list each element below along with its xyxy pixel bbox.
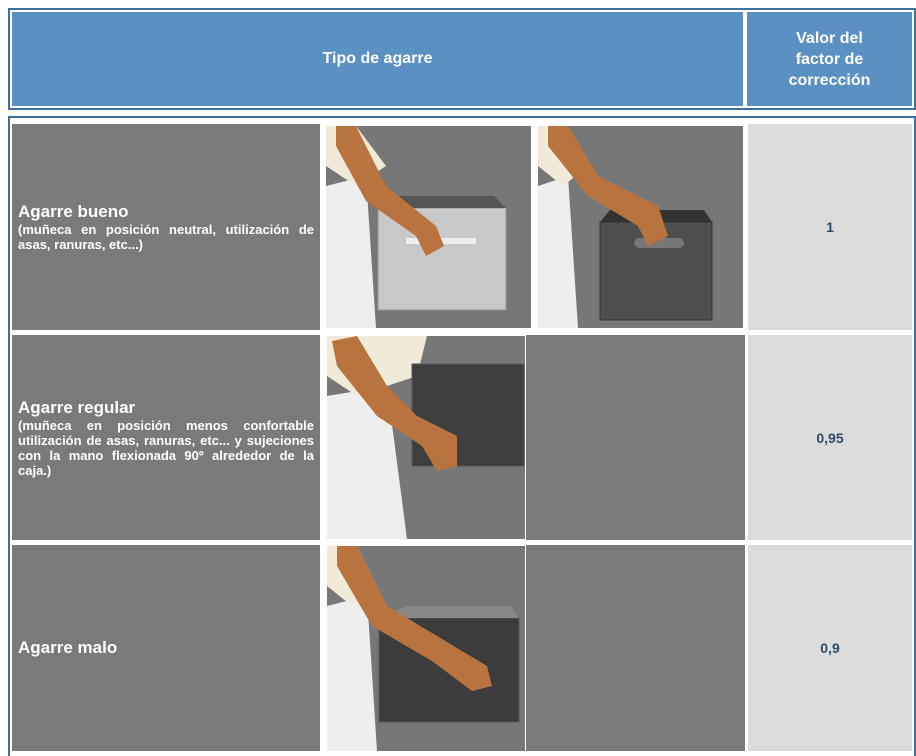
image-cell (526, 545, 745, 751)
image-cell (526, 335, 745, 540)
row-description: (muñeca en posición menos confortable ut… (18, 417, 314, 478)
row-label: Agarre regular (muñeca en posición menos… (12, 335, 320, 540)
image (327, 546, 525, 751)
header-text: Tipo de agarre (322, 50, 433, 67)
row-label: Agarre malo (12, 545, 320, 751)
image (326, 126, 531, 328)
value-cell: 0,9 (748, 545, 912, 751)
image (538, 126, 743, 328)
image (327, 336, 525, 539)
row-title: Agarre malo (18, 638, 118, 657)
value-text: 0,95 (816, 429, 844, 446)
header-cell: Valor del factor de corrección (747, 12, 912, 106)
row-title: Agarre regular (18, 397, 136, 417)
row-title: Agarre bueno (18, 202, 129, 221)
value-text: 1 (826, 219, 834, 235)
value-text: 0,9 (820, 640, 840, 656)
value-cell: 1 (748, 124, 912, 330)
header-text: corrección (788, 71, 871, 89)
header-cell: Tipo de agarre (12, 12, 743, 106)
header-text: factor de (795, 50, 864, 68)
value-cell: 0,95 (748, 335, 912, 540)
row-label: Agarre bueno (muñeca en posición neutral… (12, 124, 320, 330)
header-frame (8, 8, 916, 110)
header-text: Valor del (796, 29, 863, 47)
table-frame (8, 116, 916, 756)
row-description: (muñeca en posición neutral, utilización… (18, 222, 314, 252)
